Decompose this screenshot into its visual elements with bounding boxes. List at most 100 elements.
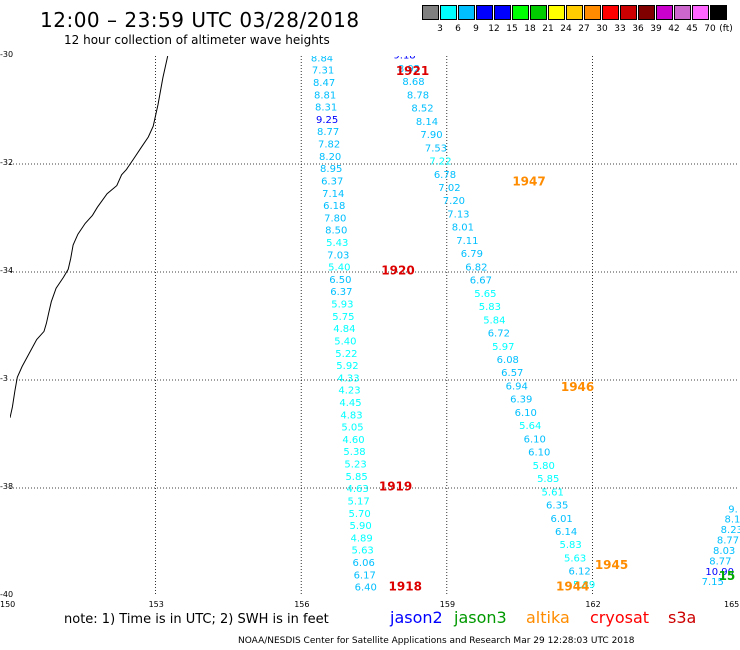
swh-value: 5.65 — [474, 289, 496, 300]
scale-swatch — [476, 5, 493, 20]
scale-label: 36 — [632, 24, 644, 34]
swh-value: 6.78 — [434, 170, 456, 181]
scale-swatch — [692, 5, 709, 20]
swh-value: 5.93 — [331, 300, 353, 311]
scale-label: 39 — [650, 24, 662, 34]
swh-value: 6.67 — [470, 276, 492, 287]
swh-value: 8.01 — [452, 223, 474, 234]
swh-value: 8.50 — [325, 226, 347, 237]
swh-value: 8.77 — [317, 127, 339, 138]
lon-tick-label: 165 — [724, 600, 740, 609]
lat-tick-label: -32 — [0, 158, 14, 167]
swh-value: 6.57 — [501, 368, 523, 379]
lon-tick-label: 162 — [585, 600, 601, 609]
swh-value: 6.39 — [510, 395, 532, 406]
swh-value: 4.60 — [342, 435, 364, 446]
swh-value: 8.20 — [319, 152, 341, 163]
swh-value: 6.37 — [330, 287, 352, 298]
lon-tick-label: 153 — [148, 600, 164, 609]
lon-tick-label: 159 — [439, 600, 456, 609]
swh-value: 7.15 — [702, 577, 724, 588]
scale-label: 24 — [560, 24, 572, 34]
scale-swatch — [458, 5, 475, 20]
swh-value: 5.38 — [343, 447, 365, 458]
swh-value: 5.43 — [326, 238, 348, 249]
swh-value: 7.13 — [447, 209, 469, 220]
swh-value: 6.17 — [354, 570, 376, 581]
scale-label: 12 — [488, 24, 500, 34]
map-title: 12:00 – 23:59 UTC 03/28/2018 — [40, 8, 360, 32]
scale-label: 70 — [704, 24, 716, 34]
swh-value: 6.08 — [497, 355, 519, 366]
swh-value: 8.95 — [320, 164, 342, 175]
swh-value: 4.63 — [346, 484, 368, 495]
scale-swatch — [584, 5, 601, 20]
swh-value: 5.83 — [479, 302, 501, 313]
swh-value: 7.82 — [318, 140, 340, 151]
scale-swatch — [422, 5, 439, 20]
swh-value: 4.33 — [337, 373, 359, 384]
swh-value: 6.82 — [465, 262, 487, 273]
swh-value: 7.20 — [443, 196, 465, 207]
swh-value: 6.94 — [506, 381, 528, 392]
scale-label: 21 — [542, 24, 554, 34]
swh-value: 8.84 — [311, 56, 333, 64]
swh-value: 9.25 — [316, 115, 338, 126]
lat-tick-label: -40 — [0, 590, 14, 599]
pass-time-label: 1945 — [595, 558, 628, 572]
swh-value: 5.75 — [332, 312, 354, 323]
swh-value: 4.23 — [338, 386, 360, 397]
swh-value: 4.89 — [351, 533, 373, 544]
swh-value: 8.78 — [407, 90, 429, 101]
swh-value: 5.23 — [344, 460, 366, 471]
scale-label: 42 — [668, 24, 680, 34]
swh-value: 5.84 — [483, 315, 505, 326]
scale-label: 30 — [596, 24, 608, 34]
swh-value: 7.03 — [327, 250, 349, 261]
swh-value: 6.40 — [355, 583, 377, 594]
swh-value: 5.64 — [519, 421, 541, 432]
swh-value: 6.12 — [568, 567, 590, 578]
swh-value: 8.14 — [416, 117, 438, 128]
swh-value: 6.50 — [329, 275, 351, 286]
map-canvas: 8.847.318.478.818.319.258.777.828.208.95… — [9, 51, 740, 596]
swh-value: 7.14 — [322, 189, 344, 200]
swh-value: 6.37 — [321, 176, 343, 187]
lon-tick-label: 150 — [0, 600, 16, 609]
swh-value: 10.90 — [705, 567, 734, 578]
satellite-legend-item: s3a — [668, 608, 697, 627]
swh-value: 6.14 — [555, 527, 577, 538]
scale-swatch — [656, 5, 673, 20]
swh-value: 5.63 — [564, 553, 586, 564]
swh-value: 7.02 — [438, 183, 460, 194]
swh-value: 5.63 — [352, 546, 374, 557]
map-subtitle: 12 hour collection of altimeter wave hei… — [64, 33, 330, 47]
satellite-legend-item: altika — [526, 608, 570, 627]
lat-tick-label: -38 — [0, 482, 14, 491]
swh-value: 8.81 — [314, 90, 336, 101]
pass-time-label: 1921 — [396, 64, 429, 78]
swh-value: 8.1 — [724, 515, 740, 526]
swh-value: 5.05 — [341, 423, 363, 434]
swh-value: 6.79 — [461, 249, 483, 260]
scale-label: 45 — [686, 24, 698, 34]
swh-value: 5.85 — [345, 472, 367, 483]
pass-time-label: 1920 — [381, 264, 414, 278]
swh-value: 7.11 — [456, 236, 478, 247]
swh-value: 8.31 — [315, 103, 337, 114]
swh-value: 8.77 — [709, 556, 731, 567]
scale-label: 6 — [455, 24, 461, 34]
swh-value: 8.77 — [717, 536, 739, 547]
scale-swatch — [440, 5, 457, 20]
swh-value: 5.70 — [348, 509, 370, 520]
scale-swatch — [530, 5, 547, 20]
scale-swatch — [548, 5, 565, 20]
swh-value: 8.47 — [313, 78, 335, 89]
swh-value: 6.10 — [524, 434, 546, 445]
swh-value: 6.10 — [515, 408, 537, 419]
swh-value: 5.85 — [537, 474, 559, 485]
pass-time-label: 1919 — [379, 480, 412, 494]
swh-value: 5.97 — [492, 342, 514, 353]
footer-credit: NOAA/NESDIS Center for Satellite Applica… — [238, 636, 635, 646]
satellite-legend-item: jason2 — [390, 608, 443, 627]
